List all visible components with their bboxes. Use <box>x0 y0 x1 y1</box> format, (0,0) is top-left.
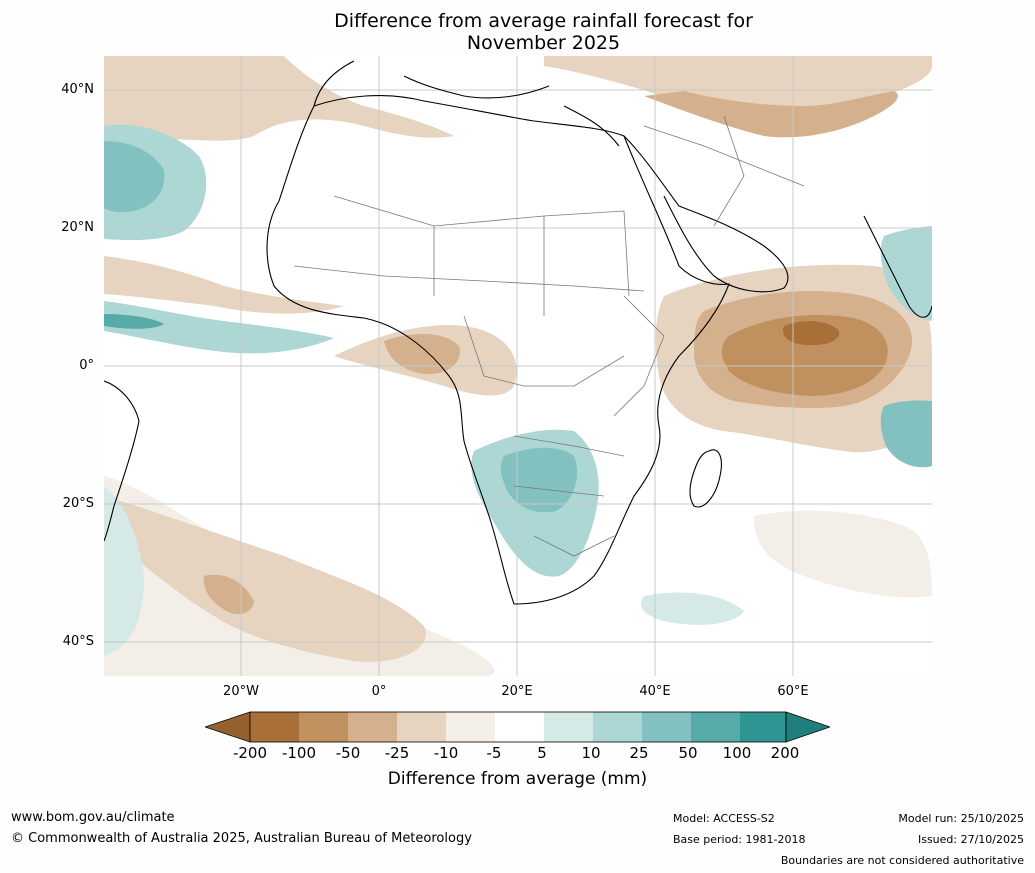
wet-region-tropical-atlantic <box>104 301 334 354</box>
dry-region-mediterranean <box>104 56 454 146</box>
lat-label-20s: 20°S <box>62 496 94 511</box>
lat-label-equator: 0° <box>79 358 94 373</box>
india-coastline <box>863 215 932 318</box>
colorbar-tick-7: 5 <box>537 744 547 762</box>
colorbar-tick-12: 200 <box>770 744 800 762</box>
country-borders <box>293 115 805 557</box>
rainfall-anomaly-map <box>104 56 932 676</box>
wet-region-tropical-atlantic-core <box>104 314 164 329</box>
colorbar-label: Difference from average (mm) <box>387 769 648 789</box>
arabia-coastline <box>623 135 789 293</box>
wet-region-south-atlantic-low <box>640 592 744 625</box>
footer-model: Model: ACCESS-S2 <box>673 812 775 825</box>
coastlines <box>104 60 932 605</box>
colorbar-segment-4 <box>397 712 446 742</box>
colorbar-segment-5 <box>446 712 495 742</box>
europe-coastline <box>313 60 620 147</box>
wet-region-north-atlantic-core <box>104 141 165 213</box>
wet-region-arabian-sea <box>880 226 932 321</box>
dry-region-south-indian-ocean <box>753 510 932 598</box>
lon-label-0: 0° <box>371 684 387 699</box>
colorbar-tick-4: -25 <box>384 744 410 762</box>
south-america-coastline <box>104 380 140 542</box>
footer-website-link[interactable]: www.bom.gov.au/climate <box>11 810 175 825</box>
lat-label-40n: 40°N <box>61 82 94 97</box>
colorbar-segment-1 <box>250 712 299 742</box>
border-north-africa <box>333 195 630 316</box>
colorbar-under-triangle <box>205 711 251 743</box>
dry-region-middle-east-mid <box>644 91 898 138</box>
colorbar-frame <box>249 711 787 743</box>
colorbar-tick-5: -10 <box>433 744 459 762</box>
colorbar-tick-9: 25 <box>629 744 649 762</box>
colorbar-tick-3: -50 <box>335 744 361 762</box>
lat-label-40s: 40°S <box>62 634 94 649</box>
lat-label-20n: 20°N <box>61 220 94 235</box>
colorbar-tick-8: 10 <box>581 744 601 762</box>
title-line-2: November 2025 <box>466 32 621 54</box>
border-southern-africa <box>513 435 625 557</box>
colorbar-tick-11: 100 <box>722 744 752 762</box>
border-east-africa <box>613 295 665 417</box>
anomaly-fields <box>104 56 932 676</box>
colorbar-segment-3 <box>348 712 397 742</box>
footer-base-period: Base period: 1981-2018 <box>673 833 806 846</box>
dry-region-congo <box>384 334 460 375</box>
wet-region-southern-africa-core <box>500 447 578 513</box>
colorbar-tick-10: 50 <box>678 744 698 762</box>
dry-region-west-africa-coast <box>104 256 344 314</box>
footer-copyright: © Commonwealth of Australia 2025, Austra… <box>11 831 472 846</box>
footer-model-run: Model run: 25/10/2025 <box>898 812 1024 825</box>
wet-region-south-atlantic-west <box>104 486 144 656</box>
border-middle-east <box>643 115 805 227</box>
footer-issued: Issued: 27/10/2025 <box>917 833 1024 846</box>
dry-region-indian-ocean-core <box>721 315 888 396</box>
dry-region-southeast-atlantic-mid <box>104 496 426 662</box>
colorbar-segment-10 <box>691 712 740 742</box>
madagascar-coastline <box>689 449 722 508</box>
lon-label-20e: 20°E <box>501 684 533 699</box>
title-line-1: Difference from average rainfall forecas… <box>334 10 753 32</box>
colorbar-segment-2 <box>299 712 348 742</box>
colorbar-tick-6: -5 <box>486 744 502 762</box>
colorbar-tick-2: -100 <box>281 744 317 762</box>
colorbar-segment-8 <box>593 712 642 742</box>
colorbar <box>205 711 830 743</box>
colorbar-segment-9 <box>642 712 691 742</box>
lon-label-20w: 20°W <box>223 684 259 699</box>
colorbar-tick-1: -200 <box>232 744 268 762</box>
wet-region-south-indian-east <box>880 400 932 468</box>
gridlines <box>104 56 932 676</box>
colorbar-segment-7 <box>544 712 593 742</box>
colorbar-segment-11 <box>740 712 786 742</box>
lon-label-40e: 40°E <box>639 684 671 699</box>
colorbar-segment-6 <box>495 712 544 742</box>
lon-label-60e: 60°E <box>777 684 809 699</box>
chart-title: Difference from average rainfall forecas… <box>0 10 1035 54</box>
border-central-africa <box>463 315 625 387</box>
colorbar-over-triangle <box>785 711 830 743</box>
border-sahel <box>293 265 645 292</box>
footer-disclaimer: Boundaries are not considered authoritat… <box>780 854 1024 867</box>
dry-region-indian-ocean-peak <box>783 321 840 346</box>
